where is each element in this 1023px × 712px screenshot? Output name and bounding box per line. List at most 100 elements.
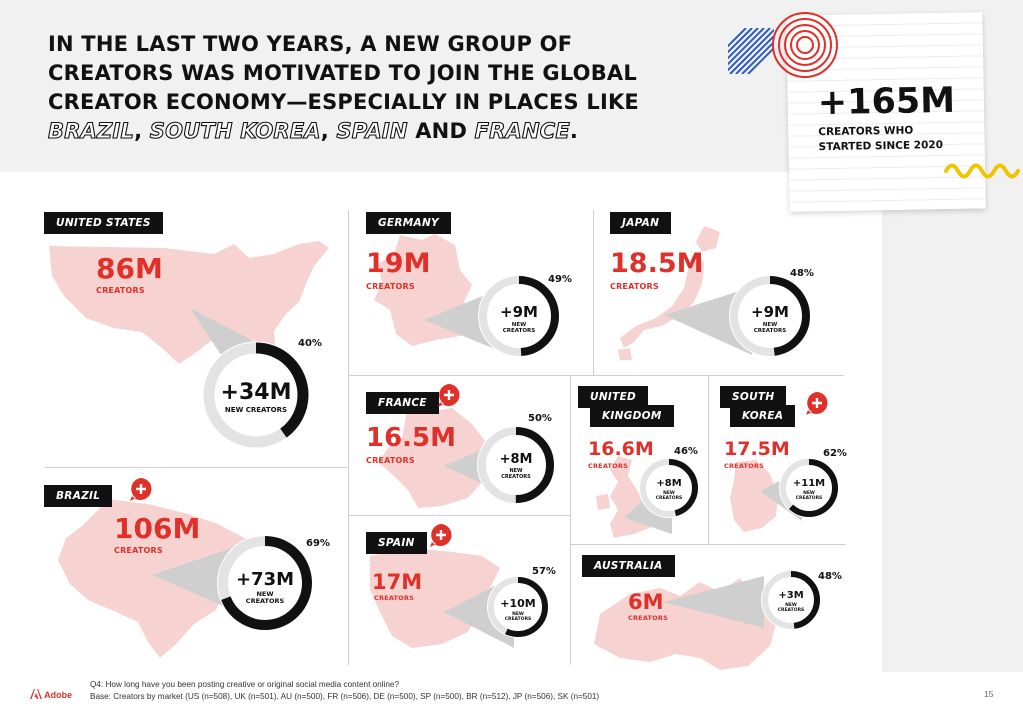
label-south-korea-line1: SOUTH xyxy=(720,386,787,408)
donut-center-australia xyxy=(761,570,821,630)
donut-center-south-korea xyxy=(779,458,839,518)
total-label: CREATORS xyxy=(96,286,145,295)
footnote-base: Base: Creators by market (US (n=508), UK… xyxy=(90,691,600,701)
pct-uk: 46% xyxy=(674,446,698,457)
new-label: NEW CREATORS xyxy=(224,406,288,414)
total-label: CREATORS xyxy=(366,456,415,465)
donut-center-germany xyxy=(478,275,560,357)
label-australia: AUSTRALIA xyxy=(582,555,675,577)
label-united-states: UNITED STATES xyxy=(44,212,163,234)
zoom-cone-japan xyxy=(664,287,752,355)
total-united-states: 86M xyxy=(96,252,163,285)
pct-france: 50% xyxy=(528,413,552,424)
total-spain: 17M xyxy=(372,570,423,594)
pct-south-korea: 62% xyxy=(823,448,847,459)
total-label: CREATORS xyxy=(588,462,628,470)
pct-germany: 49% xyxy=(548,274,572,285)
total-france: 16.5M xyxy=(366,423,457,453)
france-map xyxy=(378,406,486,508)
label-germany: GERMANY xyxy=(366,212,451,234)
label-uk-line2: KINGDOM xyxy=(590,405,674,427)
grid-divider xyxy=(708,376,709,544)
donut-arc-brazil xyxy=(218,536,312,630)
label-brazil: BRAZIL xyxy=(44,485,113,507)
total-label: CREATORS xyxy=(724,462,764,470)
donut-arc-spain xyxy=(488,577,548,637)
headline-comma: , xyxy=(320,119,337,143)
donut-arc-australia xyxy=(762,571,820,629)
donut-center-spain xyxy=(487,576,549,638)
adobe-logo-text: Adobe xyxy=(44,690,73,700)
grid-divider xyxy=(348,210,349,665)
donut-center-japan xyxy=(729,275,811,357)
right-margin xyxy=(882,172,1023,672)
japan-map xyxy=(618,226,720,360)
total-south-korea: 17.5M xyxy=(724,438,790,460)
new-label: NEW CREATORS xyxy=(753,322,787,335)
page-headline: IN THE LAST TWO YEARS, A NEW GROUP OF CR… xyxy=(47,30,688,146)
footnote: Q4: How long have you been posting creat… xyxy=(90,679,599,702)
donut-arc-south-korea xyxy=(780,459,838,517)
grid-divider xyxy=(570,376,571,665)
new-germany: +9M xyxy=(500,303,538,321)
new-label: NEW CREATORS xyxy=(655,491,683,502)
grid-divider xyxy=(348,515,570,516)
label-france: FRANCE xyxy=(366,392,439,414)
grid-divider xyxy=(593,210,594,375)
new-label: NEW CREATORS xyxy=(245,590,285,606)
label-uk-line1: UNITED xyxy=(578,386,649,408)
pct-spain: 57% xyxy=(532,566,556,577)
new-japan: +9M xyxy=(751,303,789,321)
total-germany: 19M xyxy=(366,248,431,279)
label-spain: SPAIN xyxy=(366,532,427,554)
footer-band xyxy=(0,672,1023,712)
headline-line-1: IN THE LAST TWO YEARS, A NEW GROUP OF xyxy=(48,32,573,56)
label-south-korea-line2: KOREA xyxy=(730,405,796,427)
pct-united-states: 40% xyxy=(298,338,322,349)
headline-and: AND xyxy=(407,119,475,143)
donut-arc-uk xyxy=(640,459,698,517)
donut-center-brazil xyxy=(217,535,313,631)
total-label: CREATORS xyxy=(610,282,659,291)
new-australia: +3M xyxy=(778,590,804,601)
zoom-cone-australia xyxy=(664,576,764,628)
new-united-states: +34M xyxy=(220,380,292,405)
donut-center-united-states xyxy=(202,341,310,449)
new-brazil: +73M xyxy=(235,569,295,590)
headline-line-3: CREATOR ECONOMY—ESPECIALLY IN PLACES LIK… xyxy=(48,90,639,114)
donut-center-france xyxy=(477,426,555,504)
total-label: CREATORS xyxy=(366,282,415,291)
new-south-korea: +11M xyxy=(792,478,826,489)
donut-arc-japan xyxy=(730,276,810,356)
total-label: CREATORS xyxy=(114,546,163,555)
donut-arc-france xyxy=(478,427,554,503)
total-brazil: 106M xyxy=(114,512,201,545)
us-map xyxy=(49,241,329,364)
adobe-logo: Adobe xyxy=(30,689,72,700)
grid-divider xyxy=(570,544,846,545)
donut-arc-united-states xyxy=(203,342,309,448)
grid-divider xyxy=(44,467,348,468)
new-label: NEW CREATORS xyxy=(777,603,805,614)
headline-brazil: BRAZIL xyxy=(47,118,135,143)
total-label: CREATORS xyxy=(628,614,668,622)
new-france: +8M xyxy=(499,452,533,467)
new-label: NEW CREATORS xyxy=(504,612,532,623)
donut-center-uk xyxy=(639,458,699,518)
plus-bubble-icon xyxy=(438,384,460,407)
grid-divider xyxy=(348,375,844,376)
brazil-map xyxy=(58,499,248,658)
headline-comma: , xyxy=(134,119,150,143)
concentric-circles-decoration xyxy=(772,12,838,78)
pct-australia: 48% xyxy=(818,571,842,582)
pct-japan: 48% xyxy=(790,268,814,279)
total-uk: 16.6M xyxy=(588,438,654,460)
total-japan: 18.5M xyxy=(610,248,704,279)
label-japan: JAPAN xyxy=(610,212,672,234)
new-label: NEW CREATORS xyxy=(502,322,536,335)
new-spain: +10M xyxy=(500,597,536,610)
headline-period: . xyxy=(569,119,579,143)
new-label: NEW CREATORS xyxy=(501,468,531,480)
total-label: CREATORS xyxy=(374,594,414,602)
